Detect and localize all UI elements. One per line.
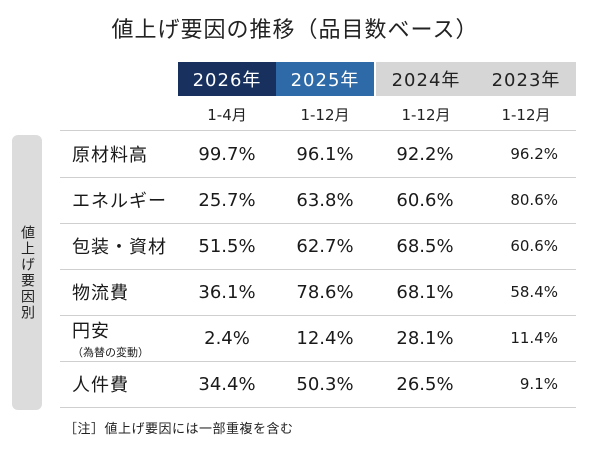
table-row: 包装・資材 51.5% 62.7% 68.5% 60.6% bbox=[60, 223, 576, 270]
value-cell: 96.2% bbox=[510, 145, 558, 163]
value-cell: 96.1% bbox=[296, 143, 354, 165]
value-cell: 58.4% bbox=[510, 283, 558, 301]
value-cell: 2.4% bbox=[204, 327, 250, 349]
table-row: 円安 （為替の変動） 2.4% 12.4% 28.1% 11.4% bbox=[60, 315, 576, 362]
value-cell: 68.5% bbox=[396, 235, 454, 257]
value-cell: 25.7% bbox=[198, 189, 256, 211]
footnote: ［注］値上げ要因には一部重複を含む bbox=[64, 422, 294, 437]
value-cell: 11.4% bbox=[510, 329, 558, 347]
period-header-2026: 1-4月 bbox=[207, 105, 247, 124]
value-cell: 28.1% bbox=[396, 327, 454, 349]
table-row: エネルギー 25.7% 63.8% 60.6% 80.6% bbox=[60, 177, 576, 224]
table-row: 人件費 34.4% 50.3% 26.5% 9.1% bbox=[60, 361, 576, 408]
row-label: エネルギー bbox=[72, 191, 167, 212]
value-cell: 78.6% bbox=[296, 281, 354, 303]
side-category-bar: 値上げ要因別 bbox=[12, 135, 42, 410]
value-cell: 34.4% bbox=[198, 373, 256, 395]
row-label: 人件費 bbox=[72, 375, 129, 396]
value-cell: 99.7% bbox=[198, 143, 256, 165]
header-divider bbox=[60, 130, 576, 131]
year-header-row: 2026年 2025年 2024年 2023年 bbox=[0, 62, 590, 96]
period-header-2025: 1-12月 bbox=[300, 105, 350, 124]
table-row: 原材料高 99.7% 96.1% 92.2% 96.2% bbox=[60, 131, 576, 178]
value-cell: 63.8% bbox=[296, 189, 354, 211]
value-cell: 60.6% bbox=[510, 237, 558, 255]
row-sublabel: （為替の変動） bbox=[72, 345, 149, 359]
value-cell: 68.1% bbox=[396, 281, 454, 303]
period-header-2024: 1-12月 bbox=[401, 105, 451, 124]
year-header-2025: 2025年 bbox=[276, 62, 374, 96]
side-category-label: 値上げ要因別 bbox=[19, 224, 35, 321]
value-cell: 50.3% bbox=[296, 373, 354, 395]
table-row: 物流費 36.1% 78.6% 68.1% 58.4% bbox=[60, 269, 576, 316]
row-label: 原材料高 bbox=[72, 145, 148, 166]
value-cell: 92.2% bbox=[396, 143, 454, 165]
value-cell: 60.6% bbox=[396, 189, 454, 211]
value-cell: 62.7% bbox=[296, 235, 354, 257]
period-header-2023: 1-12月 bbox=[501, 105, 551, 124]
table-title: 値上げ要因の推移（品目数ベース） bbox=[111, 18, 479, 43]
row-label: 包装・資材 bbox=[72, 237, 167, 258]
value-cell: 9.1% bbox=[519, 375, 558, 393]
year-header-2026: 2026年 bbox=[178, 62, 276, 96]
value-cell: 26.5% bbox=[396, 373, 454, 395]
row-label: 円安 （為替の変動） bbox=[72, 320, 149, 359]
value-cell: 12.4% bbox=[296, 327, 354, 349]
value-cell: 51.5% bbox=[198, 235, 256, 257]
row-label: 物流費 bbox=[72, 283, 129, 304]
year-header-2024: 2024年 bbox=[376, 62, 476, 96]
value-cell: 36.1% bbox=[198, 281, 256, 303]
value-cell: 80.6% bbox=[510, 191, 558, 209]
period-header-row: 1-4月 1-12月 1-12月 1-12月 bbox=[0, 102, 590, 126]
year-header-2023: 2023年 bbox=[476, 62, 576, 96]
